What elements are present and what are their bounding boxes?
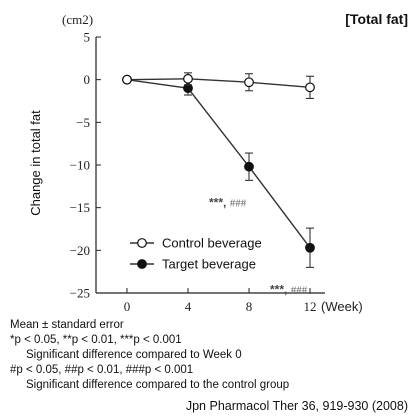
x-tick-label: 12: [304, 299, 317, 314]
y-tick-label: −5: [76, 115, 90, 130]
legend-label: Control beverage: [162, 236, 262, 251]
data-point: [244, 77, 254, 88]
legend-marker: [137, 259, 147, 269]
y-tick-label: 0: [84, 72, 91, 87]
significance-annotation: ***, ###: [270, 282, 308, 296]
footnotes: Mean ± standard error *p < 0.05, **p < 0…: [10, 318, 415, 393]
footnote-control: Significant difference compared to the c…: [26, 379, 290, 391]
y-tick-label: −15: [70, 200, 90, 215]
series-layer: [122, 72, 315, 268]
data-point: [122, 74, 132, 85]
chart: (cm2) [Total fat] Change in total fat 5 0…: [28, 11, 408, 315]
y-unit-label: (cm2): [62, 12, 93, 27]
footnote-mean: Mean ± standard error: [10, 319, 124, 331]
series-line: [126, 78, 311, 249]
citation: Jpn Pharmacol Ther 36, 919-930 (2008): [185, 399, 408, 413]
data-point: [183, 73, 193, 84]
y-tick-label: 5: [84, 30, 91, 45]
data-point: [244, 161, 254, 172]
data-point: [305, 82, 315, 93]
x-tick-label: 8: [246, 299, 253, 314]
chart-title: [Total fat]: [345, 11, 408, 27]
x-tick-label: 0: [124, 299, 131, 314]
axes: 5 0 −5 −10 −15 −20 −25 0 4 8 12 (Week): [70, 30, 363, 315]
series-line: [126, 78, 311, 89]
legend-label: Target beverage: [162, 257, 256, 272]
legend-marker: [137, 238, 147, 248]
y-tick-label: −25: [70, 286, 90, 301]
y-tick-label: −10: [70, 158, 90, 173]
legend: Control beverage Target beverage: [130, 236, 262, 272]
y-axis-title: Change in total fat: [28, 110, 43, 216]
footnote-week0: Significant difference compared to Week …: [26, 349, 242, 361]
footnote-hash-values: #p < 0.05, ##p < 0.01, ###p < 0.001: [10, 364, 194, 376]
y-tick-label: −20: [70, 243, 90, 258]
footnote-p-values: *p < 0.05, **p < 0.01, ***p < 0.001: [10, 334, 182, 346]
annotations: ***, ### ***, ###: [209, 195, 308, 296]
significance-annotation: ***, ###: [209, 195, 247, 209]
x-axis-unit: (Week): [321, 299, 363, 314]
data-point: [305, 242, 315, 253]
x-tick-label: 4: [185, 299, 192, 314]
